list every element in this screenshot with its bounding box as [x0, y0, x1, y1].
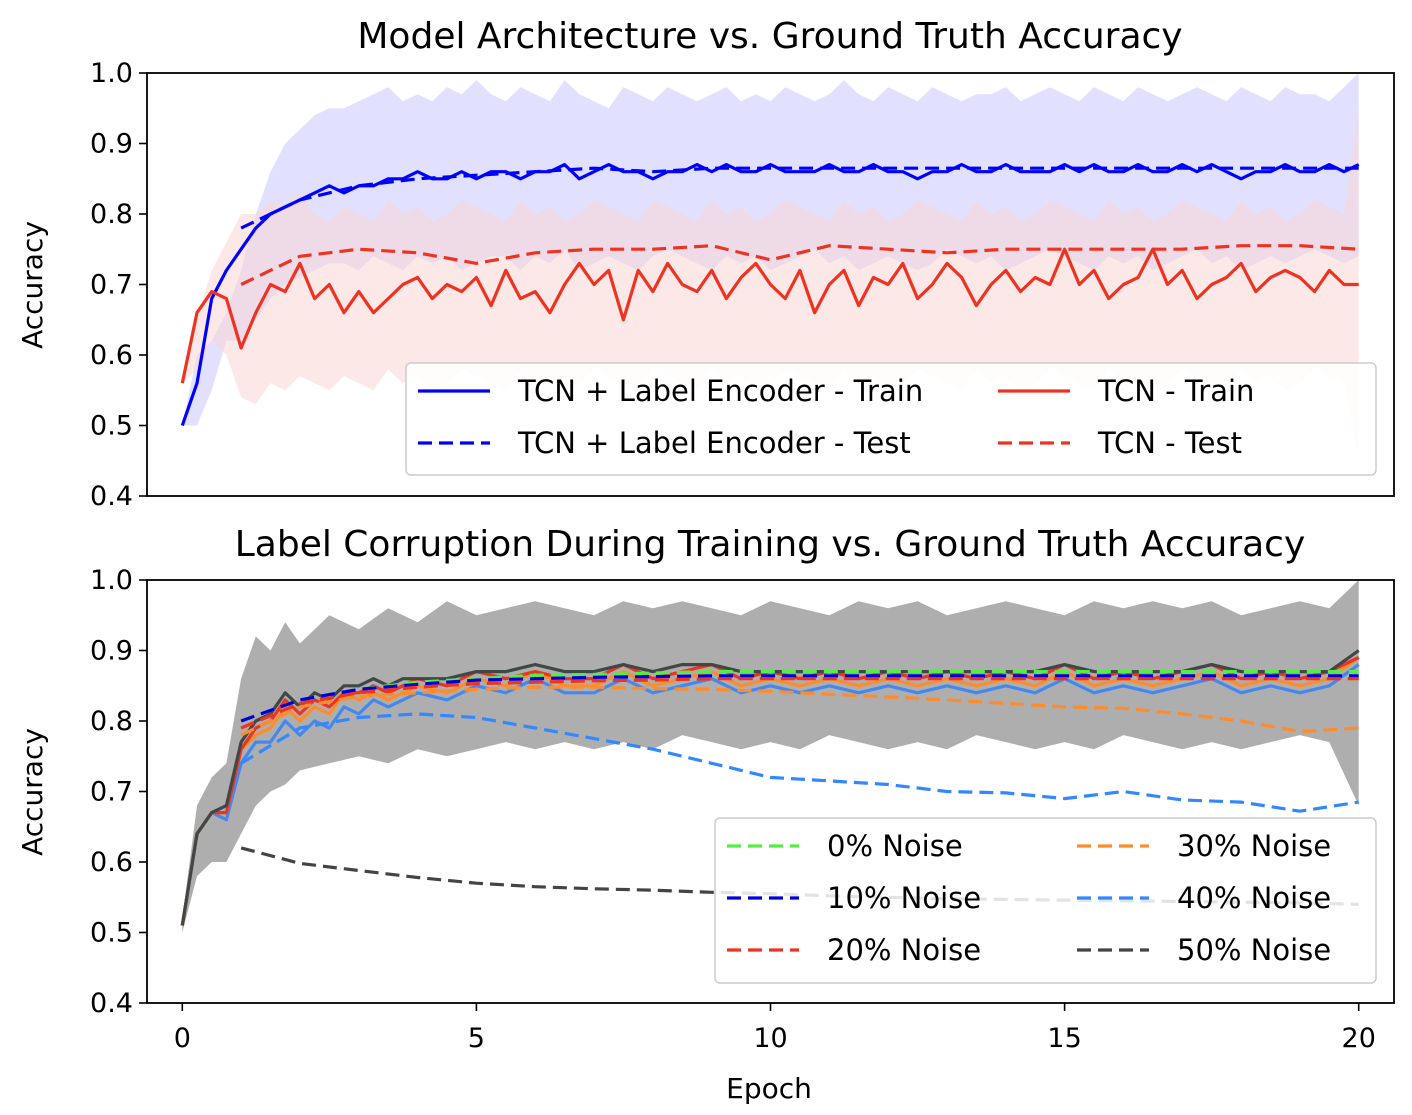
legend-box — [714, 817, 1377, 984]
ytick-label: 0.6 — [90, 340, 133, 371]
ytick-label: 0.7 — [90, 270, 133, 301]
xtick-label: 20 — [1342, 1023, 1376, 1054]
legend-label-tcn-test: TCN - Test — [1097, 426, 1242, 460]
tcn-label-encoder-train-line — [180, 163, 1360, 427]
tcn-train-line — [180, 247, 1359, 384]
10pct-noise-line — [240, 674, 1359, 723]
bottom-chart-ylabel: Accuracy — [16, 728, 49, 856]
xtick-label: 15 — [1047, 1023, 1081, 1054]
legend-label-0pct-noise: 0% Noise — [827, 829, 963, 863]
top-chart-title: Model Architecture vs. Ground Truth Accu… — [357, 16, 1182, 57]
legend-box — [405, 362, 1377, 476]
ytick-label: 0.6 — [90, 847, 133, 878]
40pct-noise-train-line — [180, 663, 1360, 926]
ytick-label: 0.8 — [90, 199, 133, 230]
top-chart-panel: Model Architecture vs. Ground Truth Accu… — [16, 16, 1395, 512]
legend-label-30pct-noise: 30% Noise — [1177, 829, 1331, 863]
legend-label-tcn-train: TCN - Train — [1097, 374, 1254, 408]
bottom-chart-panel: Label Corruption During Training vs. Gro… — [16, 524, 1395, 1105]
ytick-label: 0.9 — [90, 129, 133, 160]
plot-area-1 — [180, 580, 1360, 933]
legend-label-20pct-noise: 20% Noise — [827, 933, 981, 967]
ytick-label: 0.4 — [90, 988, 133, 1019]
tcn-label-encoder-test-line — [240, 166, 1359, 230]
legend-label-tcn-label-encoder-test: TCN + Label Encoder - Test — [517, 426, 911, 460]
tcn-test-line — [240, 244, 1359, 286]
ytick-label: 0.8 — [90, 706, 133, 737]
xtick-label: 0 — [174, 1023, 191, 1054]
ytick-label: 0.4 — [90, 481, 133, 512]
legend-0: TCN + Label Encoder - Train TCN + Label E… — [405, 362, 1377, 476]
bottom-chart-title: Label Corruption During Training vs. Gro… — [235, 524, 1306, 565]
40pct-noise-line — [240, 712, 1359, 813]
0pct-noise-line — [240, 670, 1359, 723]
ytick-label: 0.5 — [90, 918, 133, 949]
legend-label-40pct-noise: 40% Noise — [1177, 881, 1331, 915]
ytick-label: 0.9 — [90, 636, 133, 667]
xtick-label: 10 — [753, 1023, 787, 1054]
bottom-chart-xlabel: Epoch — [726, 1072, 812, 1105]
ytick-label: 1.0 — [90, 58, 133, 89]
legend-label-50pct-noise: 50% Noise — [1177, 933, 1331, 967]
legend-1: 0% Noise 10% Noise 20% Noise 30% Noise 40% N… — [714, 817, 1377, 984]
legend-label-10pct-noise: 10% Noise — [827, 881, 981, 915]
ytick-label: 0.7 — [90, 777, 133, 808]
top-chart-ylabel: Accuracy — [16, 221, 49, 349]
noise-confidence-band — [182, 580, 1359, 933]
ytick-label: 1.0 — [90, 565, 133, 596]
30pct-noise-line — [240, 685, 1359, 737]
ytick-label: 0.5 — [90, 411, 133, 442]
legend-label-tcn-label-encoder-train: TCN + Label Encoder - Train — [517, 374, 923, 408]
20pct-noise-line — [240, 677, 1359, 730]
xtick-label: 5 — [468, 1023, 485, 1054]
